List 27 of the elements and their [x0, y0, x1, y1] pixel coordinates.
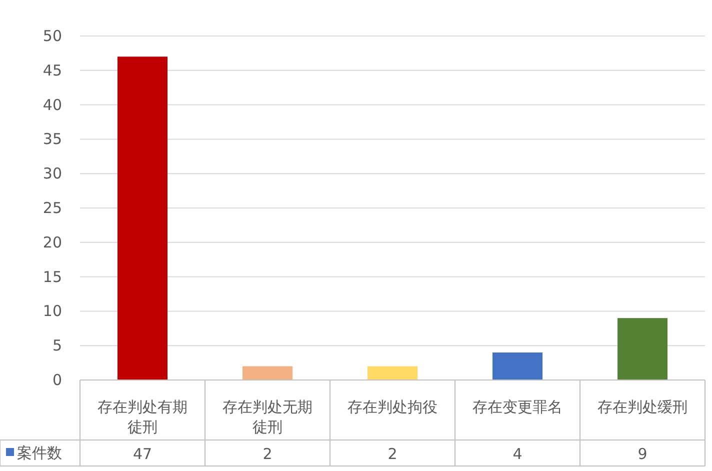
bar	[368, 366, 418, 380]
data-label: 47	[132, 445, 152, 463]
y-tick-label: 15	[42, 268, 62, 286]
y-tick-label: 50	[42, 27, 62, 45]
data-label: 9	[638, 445, 648, 463]
bar	[242, 366, 292, 380]
y-tick-label: 35	[42, 130, 62, 148]
y-tick-label: 30	[42, 164, 62, 183]
y-tick-label: 10	[42, 302, 62, 320]
y-tick-label: 25	[42, 199, 62, 217]
data-label: 2	[262, 445, 272, 463]
x-tick-label: 存在判处缓刑	[598, 398, 688, 416]
data-label: 4	[512, 445, 522, 463]
y-tick-label: 45	[42, 61, 62, 80]
bar	[618, 318, 668, 380]
x-tick-label: 存在判处有期徒刑	[98, 398, 188, 436]
bar	[118, 56, 168, 380]
y-tick-label: 5	[52, 336, 62, 355]
y-tick-label: 0	[52, 371, 62, 389]
legend-label: 案件数	[17, 444, 62, 462]
x-tick-label: 存在判处无期徒刑	[222, 398, 312, 436]
data-label: 2	[388, 445, 398, 463]
x-tick-label: 存在判处拘役	[348, 398, 438, 416]
y-tick-label: 40	[42, 96, 62, 114]
x-tick-label: 存在变更罪名	[472, 398, 562, 416]
bar	[492, 352, 542, 380]
y-tick-label: 20	[42, 233, 62, 252]
